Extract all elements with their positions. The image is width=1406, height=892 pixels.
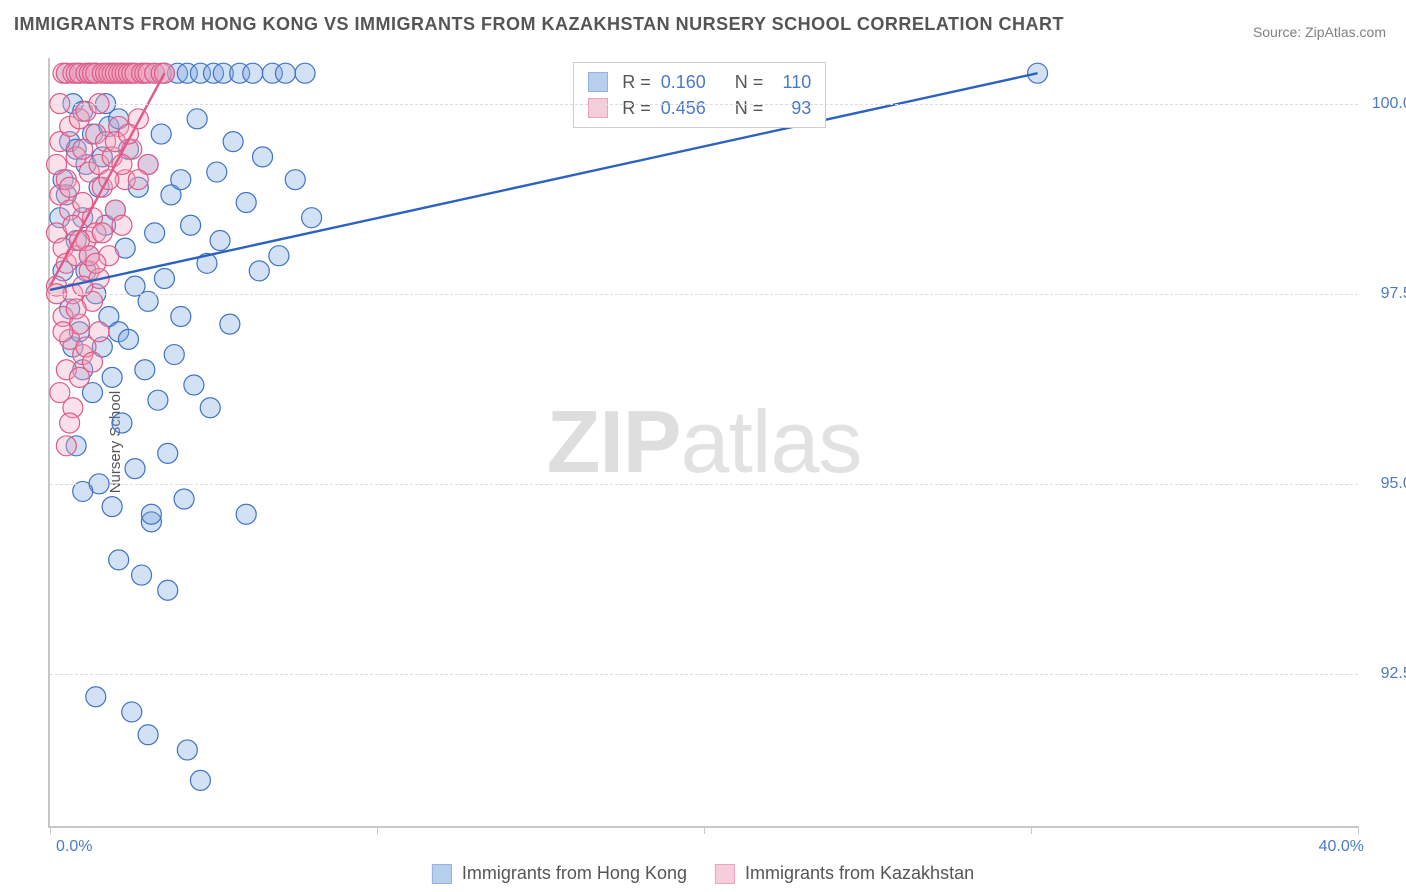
y-tick-label: 95.0% (1381, 475, 1406, 493)
scatter-point (109, 550, 129, 570)
gridline-h (50, 294, 1358, 295)
gridline-h (50, 484, 1358, 485)
scatter-point (158, 443, 178, 463)
legend-swatch (588, 98, 608, 118)
trend-line (50, 73, 1038, 290)
scatter-point (243, 63, 263, 83)
scatter-point (249, 261, 269, 281)
scatter-point (174, 489, 194, 509)
gridline-h (50, 104, 1358, 105)
scatter-point (269, 246, 289, 266)
chart-title: IMMIGRANTS FROM HONG KONG VS IMMIGRANTS … (14, 14, 1064, 35)
scatter-point (275, 63, 295, 83)
scatter-point (190, 770, 210, 790)
correlation-legend: R = 0.160 N = 110 R = 0.456 N = 93 (573, 62, 826, 128)
scatter-point (135, 360, 155, 380)
scatter-point (223, 132, 243, 152)
source-label: Source: ZipAtlas.com (1253, 24, 1386, 40)
legend-n-value: 93 (773, 98, 811, 119)
scatter-point (207, 162, 227, 182)
scatter-point (128, 170, 148, 190)
scatter-point (181, 215, 201, 235)
scatter-point (236, 192, 256, 212)
scatter-point (184, 375, 204, 395)
scatter-point (220, 314, 240, 334)
legend-r-label: R = (622, 72, 651, 93)
legend-label: Immigrants from Hong Kong (462, 863, 687, 884)
legend-r-value: 0.160 (661, 72, 721, 93)
y-tick-label: 92.5% (1381, 665, 1406, 683)
scatter-point (86, 687, 106, 707)
scatter-point (154, 269, 174, 289)
scatter-point (53, 322, 73, 342)
scatter-point (164, 345, 184, 365)
plot-area: Nursery School ZIPatlas R =0.160N =110R … (48, 58, 1358, 828)
legend-n-value: 110 (773, 72, 811, 93)
scatter-point (177, 740, 197, 760)
scatter-point (1028, 63, 1048, 83)
scatter-point (154, 63, 174, 83)
scatter-point (158, 580, 178, 600)
scatter-point (171, 170, 191, 190)
legend-stat-row: R = 0.456 N = 93 (588, 95, 811, 121)
scatter-point (285, 170, 305, 190)
x-tick (377, 826, 378, 834)
y-tick-label: 100.0% (1372, 95, 1406, 113)
legend-swatch (715, 864, 735, 884)
series-legend: Immigrants from Hong Kong Immigrants from… (432, 863, 974, 884)
scatter-point (86, 253, 106, 273)
scatter-point (132, 565, 152, 585)
legend-label: Immigrants from Kazakhstan (745, 863, 974, 884)
scatter-point (112, 413, 132, 433)
scatter-point (122, 702, 142, 722)
scatter-point (253, 147, 273, 167)
scatter-point (302, 208, 322, 228)
scatter-point (125, 459, 145, 479)
scatter-point (200, 398, 220, 418)
x-tick (704, 826, 705, 834)
scatter-point (83, 352, 103, 372)
x-tick (50, 826, 51, 834)
scatter-point (66, 299, 86, 319)
scatter-point (145, 223, 165, 243)
scatter-point (210, 230, 230, 250)
scatter-point (92, 223, 112, 243)
x-min-label: 0.0% (56, 838, 92, 856)
scatter-point (56, 436, 76, 456)
legend-item: Immigrants from Hong Kong (432, 863, 687, 884)
scatter-point (295, 63, 315, 83)
scatter-point (236, 504, 256, 524)
scatter-point (171, 307, 191, 327)
legend-swatch (432, 864, 452, 884)
scatter-point (102, 367, 122, 387)
y-tick-label: 97.5% (1381, 285, 1406, 303)
scatter-point (112, 215, 132, 235)
scatter-point (60, 177, 80, 197)
legend-swatch (588, 72, 608, 92)
legend-r-value: 0.456 (661, 98, 721, 119)
scatter-point (148, 390, 168, 410)
x-max-label: 40.0% (1319, 838, 1364, 856)
legend-r-label: R = (622, 98, 651, 119)
legend-stat-row: R = 0.160 N = 110 (588, 69, 811, 95)
scatter-point (151, 124, 171, 144)
chart-svg (50, 58, 1358, 826)
scatter-point (60, 413, 80, 433)
scatter-point (187, 109, 207, 129)
x-tick (1031, 826, 1032, 834)
scatter-point (141, 504, 161, 524)
legend-item: Immigrants from Kazakhstan (715, 863, 974, 884)
legend-n-label: N = (735, 72, 764, 93)
gridline-h (50, 674, 1358, 675)
scatter-point (89, 322, 109, 342)
scatter-point (118, 329, 138, 349)
scatter-point (102, 497, 122, 517)
x-tick (1358, 826, 1359, 834)
legend-n-label: N = (735, 98, 764, 119)
scatter-point (138, 725, 158, 745)
